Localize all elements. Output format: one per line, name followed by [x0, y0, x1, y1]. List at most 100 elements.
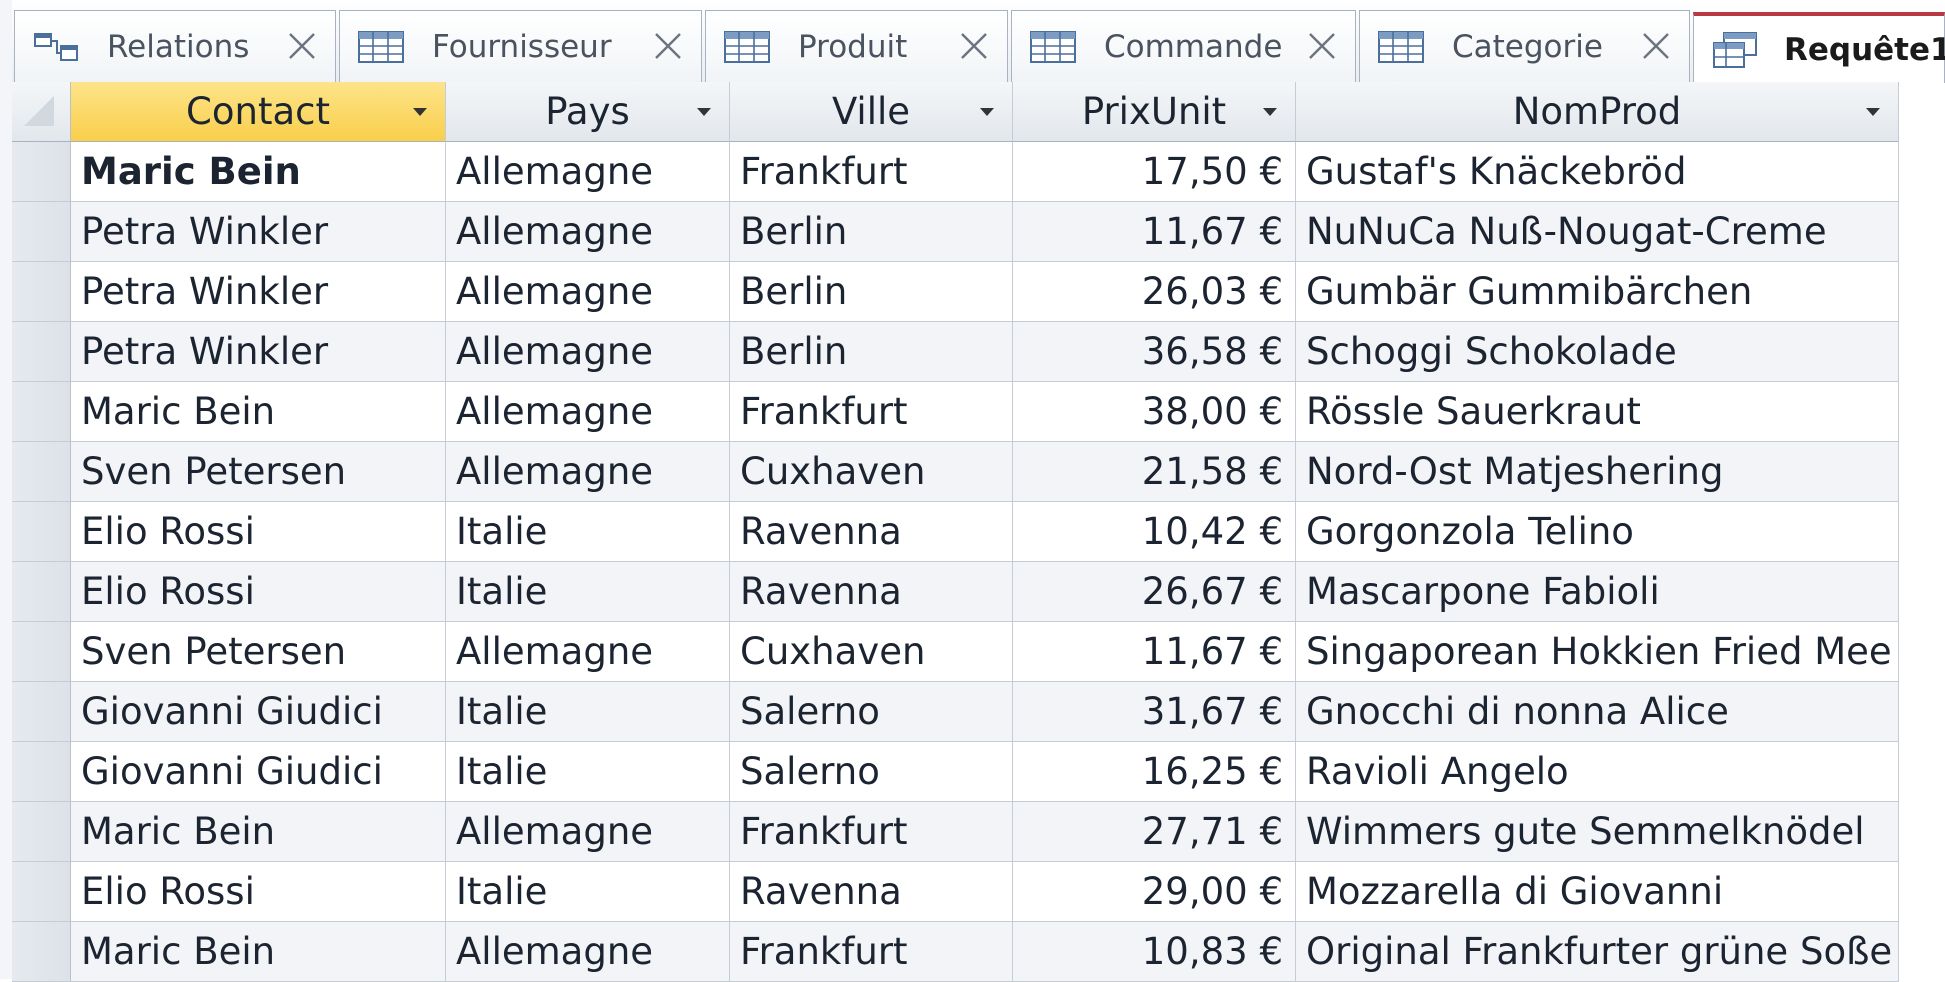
- table-cell[interactable]: 26,03 €: [1013, 262, 1296, 322]
- table-cell[interactable]: Gorgonzola Telino: [1296, 502, 1899, 562]
- record-selector[interactable]: [12, 322, 71, 382]
- table-cell[interactable]: 29,00 €: [1013, 862, 1296, 922]
- table-cell[interactable]: Original Frankfurter grüne Soße: [1296, 922, 1899, 982]
- select-all-corner[interactable]: [12, 82, 71, 142]
- table-cell[interactable]: Italie: [446, 742, 730, 802]
- table-cell[interactable]: Cuxhaven: [730, 622, 1013, 682]
- table-cell[interactable]: Berlin: [730, 202, 1013, 262]
- record-selector[interactable]: [12, 802, 71, 862]
- table-cell[interactable]: Maric Bein: [71, 802, 446, 862]
- table-cell[interactable]: Giovanni Giudici: [71, 682, 446, 742]
- record-selector[interactable]: [12, 202, 71, 262]
- record-selector[interactable]: [12, 742, 71, 802]
- table-cell[interactable]: Maric Bein: [71, 922, 446, 982]
- table-cell[interactable]: Frankfurt: [730, 142, 1013, 202]
- table-cell[interactable]: Allemagne: [446, 922, 730, 982]
- tab-produit[interactable]: Produit: [705, 10, 1008, 82]
- table-cell[interactable]: Petra Winkler: [71, 262, 446, 322]
- column-header-prixunit[interactable]: PrixUnit: [1013, 82, 1296, 142]
- tab-relations[interactable]: Relations: [14, 10, 336, 82]
- table-cell[interactable]: Schoggi Schokolade: [1296, 322, 1899, 382]
- tab-requete1[interactable]: Requête1: [1693, 12, 1945, 83]
- table-cell[interactable]: Allemagne: [446, 382, 730, 442]
- table-cell[interactable]: Petra Winkler: [71, 322, 446, 382]
- table-cell[interactable]: 16,25 €: [1013, 742, 1296, 802]
- table-cell[interactable]: Maric Bein: [71, 382, 446, 442]
- table-cell[interactable]: Italie: [446, 562, 730, 622]
- table-cell[interactable]: Allemagne: [446, 262, 730, 322]
- record-selector[interactable]: [12, 922, 71, 982]
- table-cell[interactable]: 11,67 €: [1013, 622, 1296, 682]
- record-selector[interactable]: [12, 562, 71, 622]
- table-cell[interactable]: Allemagne: [446, 322, 730, 382]
- tab-categorie[interactable]: Categorie: [1359, 10, 1690, 82]
- table-cell[interactable]: Cuxhaven: [730, 442, 1013, 502]
- close-icon[interactable]: [955, 27, 993, 65]
- record-selector[interactable]: [12, 442, 71, 502]
- chevron-down-icon[interactable]: [697, 108, 711, 116]
- table-cell[interactable]: Italie: [446, 862, 730, 922]
- table-cell[interactable]: Maric Bein: [71, 142, 446, 202]
- table-cell[interactable]: Allemagne: [446, 802, 730, 862]
- table-cell[interactable]: Allemagne: [446, 202, 730, 262]
- record-selector[interactable]: [12, 382, 71, 442]
- table-cell[interactable]: 31,67 €: [1013, 682, 1296, 742]
- table-cell[interactable]: Ravenna: [730, 562, 1013, 622]
- table-cell[interactable]: Nord-Ost Matjeshering: [1296, 442, 1899, 502]
- chevron-down-icon[interactable]: [980, 108, 994, 116]
- tab-fournisseur[interactable]: Fournisseur: [339, 10, 702, 82]
- record-selector[interactable]: [12, 622, 71, 682]
- table-cell[interactable]: Salerno: [730, 742, 1013, 802]
- column-header-ville[interactable]: Ville: [730, 82, 1013, 142]
- table-cell[interactable]: Elio Rossi: [71, 562, 446, 622]
- table-cell[interactable]: Allemagne: [446, 622, 730, 682]
- close-icon[interactable]: [1637, 27, 1675, 65]
- table-cell[interactable]: Allemagne: [446, 442, 730, 502]
- table-cell[interactable]: 10,42 €: [1013, 502, 1296, 562]
- chevron-down-icon[interactable]: [413, 108, 427, 116]
- table-cell[interactable]: Sven Petersen: [71, 442, 446, 502]
- table-cell[interactable]: 11,67 €: [1013, 202, 1296, 262]
- table-cell[interactable]: Elio Rossi: [71, 862, 446, 922]
- chevron-down-icon[interactable]: [1263, 108, 1277, 116]
- column-header-pays[interactable]: Pays: [446, 82, 730, 142]
- table-cell[interactable]: Giovanni Giudici: [71, 742, 446, 802]
- table-cell[interactable]: Frankfurt: [730, 922, 1013, 982]
- table-cell[interactable]: 36,58 €: [1013, 322, 1296, 382]
- table-cell[interactable]: Gumbär Gummibärchen: [1296, 262, 1899, 322]
- table-cell[interactable]: Ravenna: [730, 502, 1013, 562]
- table-cell[interactable]: Wimmers gute Semmelknödel: [1296, 802, 1899, 862]
- table-cell[interactable]: 26,67 €: [1013, 562, 1296, 622]
- table-cell[interactable]: 38,00 €: [1013, 382, 1296, 442]
- chevron-down-icon[interactable]: [1866, 108, 1880, 116]
- record-selector[interactable]: [12, 262, 71, 322]
- record-selector[interactable]: [12, 682, 71, 742]
- table-cell[interactable]: Frankfurt: [730, 382, 1013, 442]
- table-cell[interactable]: Italie: [446, 502, 730, 562]
- close-icon[interactable]: [283, 27, 321, 65]
- record-selector[interactable]: [12, 142, 71, 202]
- tab-commande[interactable]: Commande: [1011, 10, 1356, 82]
- table-cell[interactable]: 27,71 €: [1013, 802, 1296, 862]
- table-cell[interactable]: Gustaf's Knäckebröd: [1296, 142, 1899, 202]
- table-cell[interactable]: NuNuCa Nuß-Nougat-Creme: [1296, 202, 1899, 262]
- table-cell[interactable]: 17,50 €: [1013, 142, 1296, 202]
- record-selector[interactable]: [12, 502, 71, 562]
- record-selector[interactable]: [12, 862, 71, 922]
- table-cell[interactable]: 10,83 €: [1013, 922, 1296, 982]
- table-cell[interactable]: Italie: [446, 682, 730, 742]
- table-cell[interactable]: Singaporean Hokkien Fried Mee: [1296, 622, 1899, 682]
- table-cell[interactable]: Mozzarella di Giovanni: [1296, 862, 1899, 922]
- close-icon[interactable]: [1303, 27, 1341, 65]
- column-header-contact[interactable]: Contact: [71, 82, 446, 142]
- table-cell[interactable]: Allemagne: [446, 142, 730, 202]
- table-cell[interactable]: Salerno: [730, 682, 1013, 742]
- table-cell[interactable]: Berlin: [730, 322, 1013, 382]
- table-cell[interactable]: Elio Rossi: [71, 502, 446, 562]
- table-cell[interactable]: Berlin: [730, 262, 1013, 322]
- table-cell[interactable]: Frankfurt: [730, 802, 1013, 862]
- table-cell[interactable]: Ravenna: [730, 862, 1013, 922]
- close-icon[interactable]: [649, 27, 687, 65]
- table-cell[interactable]: Sven Petersen: [71, 622, 446, 682]
- table-cell[interactable]: Petra Winkler: [71, 202, 446, 262]
